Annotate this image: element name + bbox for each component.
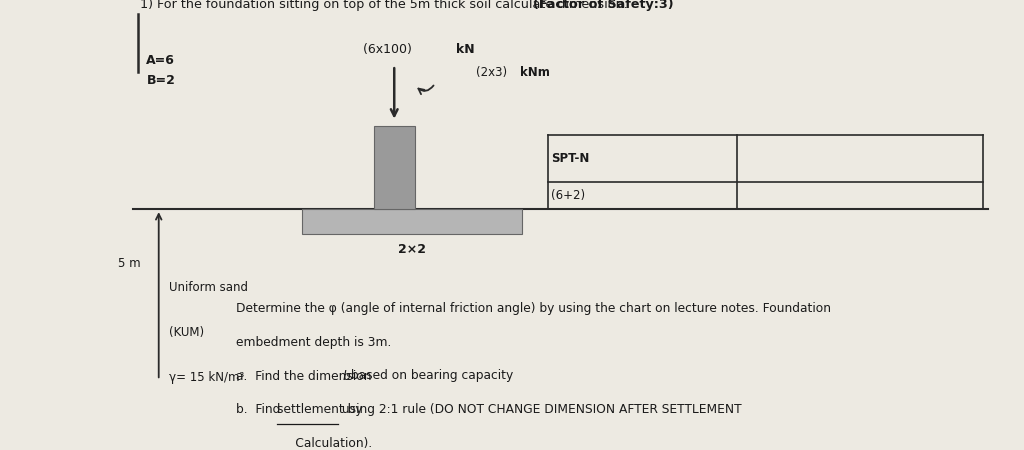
Text: Determine the φ (angle of internal friction angle) by using the chart on lecture: Determine the φ (angle of internal frict…	[236, 302, 830, 315]
Text: kNm: kNm	[520, 66, 550, 79]
Text: 2×2: 2×2	[398, 243, 426, 256]
Text: b.  Find: b. Find	[236, 403, 284, 416]
Text: using 2:1 rule (DO NOT CHANGE DIMENSION AFTER SETTLEMENT: using 2:1 rule (DO NOT CHANGE DIMENSION …	[338, 403, 741, 416]
Text: b: b	[343, 369, 350, 382]
Text: embedment depth is 3m.: embedment depth is 3m.	[236, 336, 391, 349]
Text: (Factor of Safety:3): (Factor of Safety:3)	[532, 0, 673, 11]
Text: (6+2): (6+2)	[551, 189, 585, 202]
Text: Uniform sand: Uniform sand	[169, 281, 248, 294]
Text: (2x3): (2x3)	[476, 66, 511, 79]
Text: B=2: B=2	[146, 75, 175, 87]
Text: 1) For the foundation sitting on top of the 5m thick soil calculate dimension.: 1) For the foundation sitting on top of …	[140, 0, 632, 11]
Text: 5 m: 5 m	[118, 257, 140, 270]
Text: based on bearing capacity: based on bearing capacity	[347, 369, 514, 382]
Text: kN: kN	[456, 43, 474, 56]
Text: γ= 15 kN/m³: γ= 15 kN/m³	[169, 371, 244, 384]
Text: settlement by: settlement by	[278, 403, 364, 416]
Text: (KUM): (KUM)	[169, 326, 204, 339]
Text: (6x100): (6x100)	[362, 43, 416, 56]
Bar	[374, 126, 415, 209]
Text: Calculation).: Calculation).	[276, 437, 373, 450]
Text: A=6: A=6	[146, 54, 175, 67]
Text: a.  Find the dimension: a. Find the dimension	[236, 369, 375, 382]
Text: SPT-N: SPT-N	[551, 152, 589, 165]
Bar	[302, 209, 522, 234]
